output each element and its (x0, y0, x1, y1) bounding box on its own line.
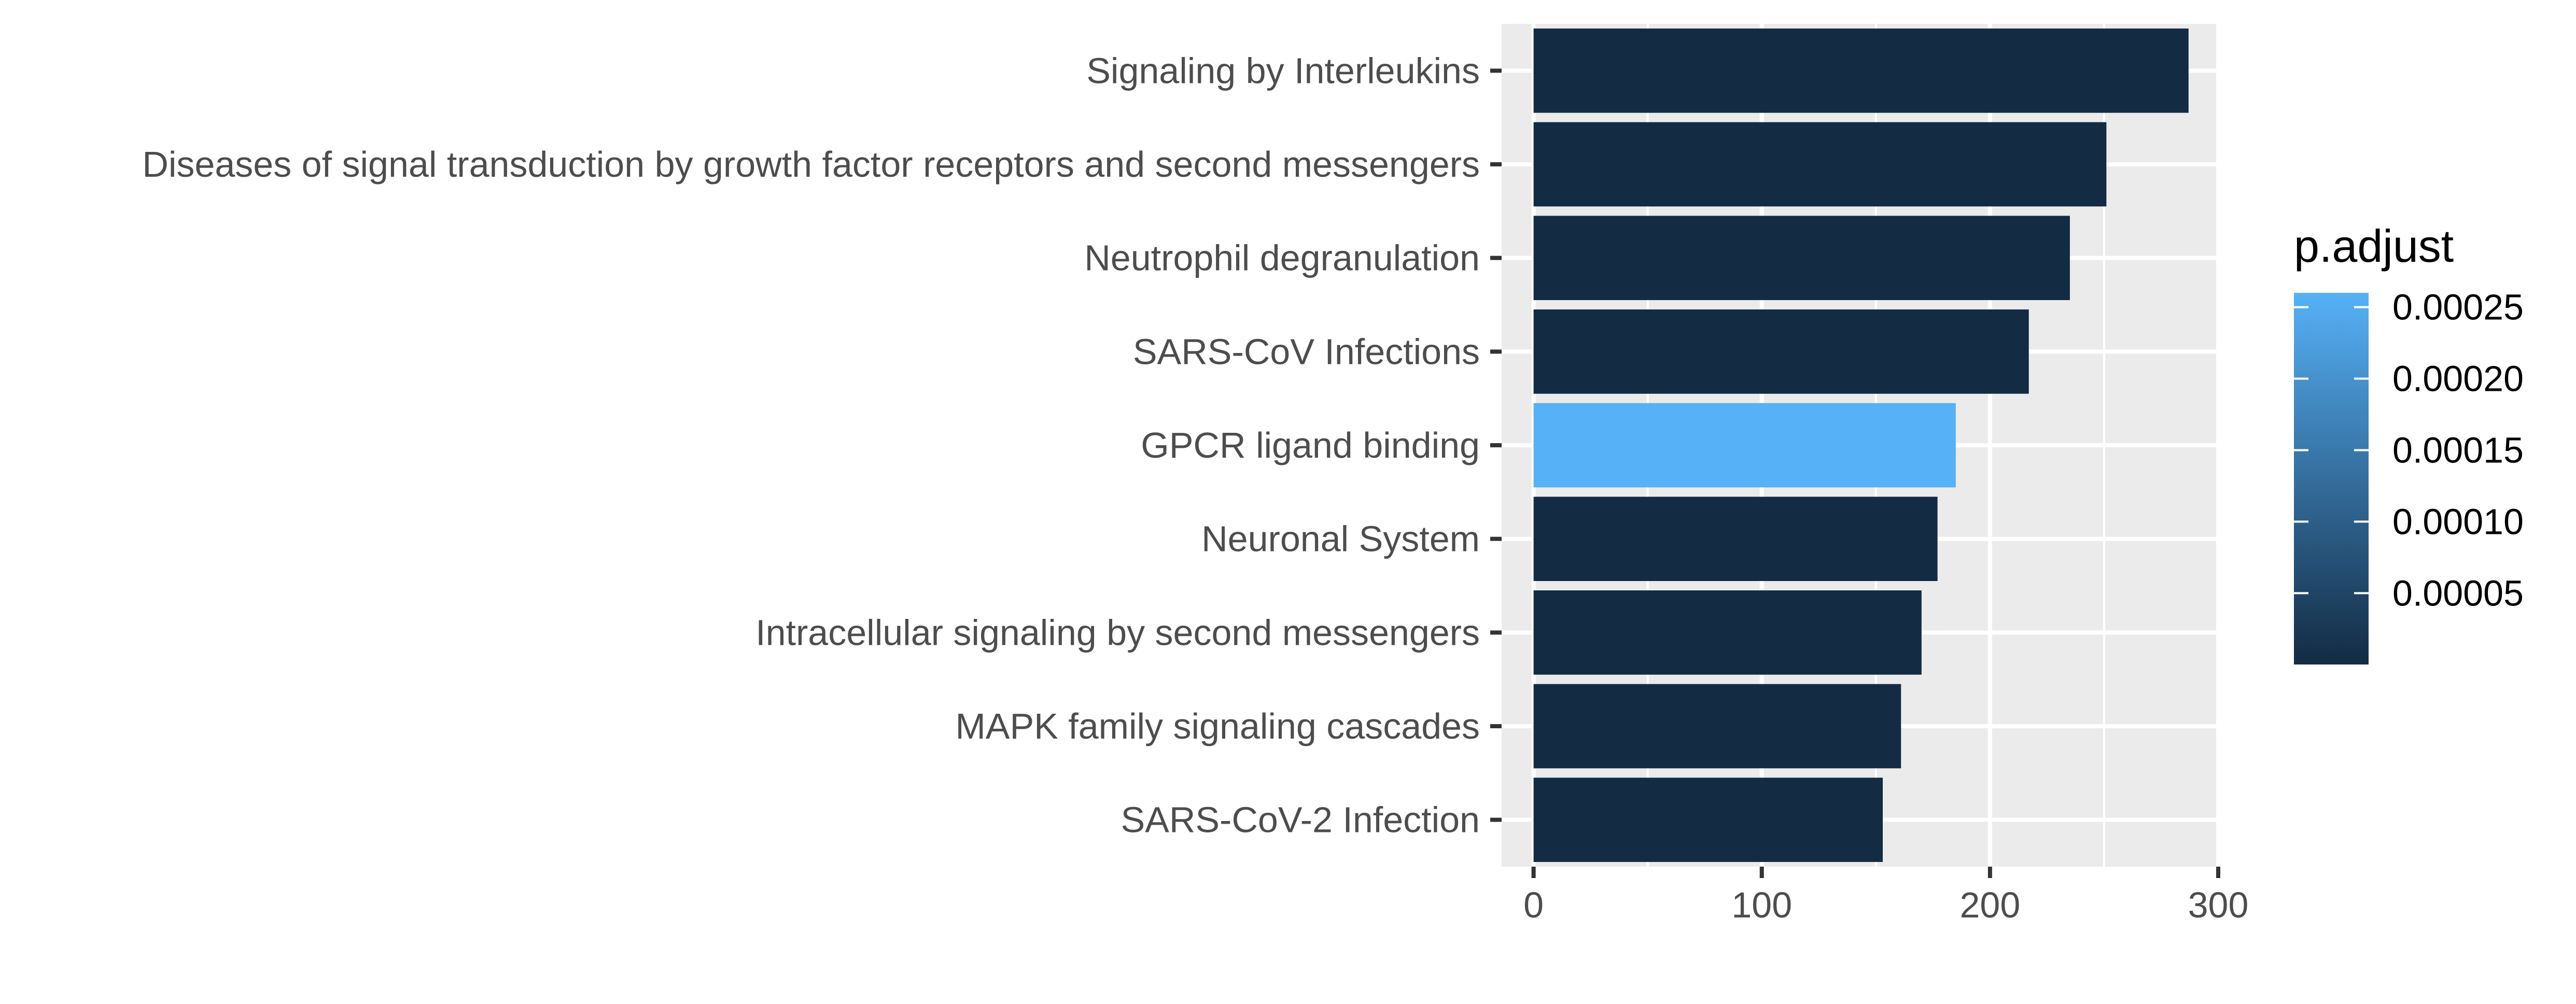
legend-tick-label: 0.00010 (2392, 501, 2524, 542)
bar (1533, 29, 2189, 113)
x-tick-label: 300 (2188, 885, 2249, 925)
category-label: MAPK family signaling cascades (955, 706, 1480, 746)
y-axis: Signaling by Interleukins Diseases of sig… (142, 50, 1502, 840)
legend-tick-label: 0.00015 (2392, 430, 2524, 470)
legend-tick-label: 0.00020 (2392, 359, 2524, 399)
category-label: Signaling by Interleukins (1086, 50, 1480, 91)
legend-tick-label: 0.00025 (2392, 287, 2524, 328)
bar (1533, 590, 1922, 675)
category-label: Diseases of signal transduction by growt… (142, 144, 1480, 185)
bar (1533, 122, 2107, 207)
x-tick-label: 0 (1523, 885, 1544, 925)
category-label: Neuronal System (1201, 519, 1480, 559)
legend-ticks: 0.00005 0.00010 0.00015 0.00020 0.00025 (2294, 287, 2524, 613)
bar (1533, 403, 1956, 488)
category-label: SARS-CoV-2 Infection (1121, 800, 1480, 840)
bar (1533, 497, 1938, 581)
category-label: Neutrophil degranulation (1084, 238, 1480, 278)
bar (1533, 309, 2029, 394)
legend: p.adjust 0.000050.000100.000150.000200.0… (2294, 220, 2524, 664)
bar (1533, 216, 2070, 300)
bars (1533, 29, 2189, 862)
category-label: GPCR ligand binding (1141, 425, 1480, 465)
category-label: SARS-CoV Infections (1133, 331, 1480, 372)
x-axis: 0 100 200 300 (1523, 867, 2248, 925)
category-label: Intracellular signaling by second messen… (755, 612, 1480, 653)
x-tick-label: 100 (1731, 885, 1792, 925)
x-tick-label: 200 (1959, 885, 2020, 925)
legend-title: p.adjust (2294, 220, 2454, 272)
bar (1533, 684, 1901, 769)
legend-colorbar (2294, 293, 2369, 664)
bar (1533, 777, 1883, 862)
legend-tick-label: 0.00005 (2392, 573, 2524, 613)
